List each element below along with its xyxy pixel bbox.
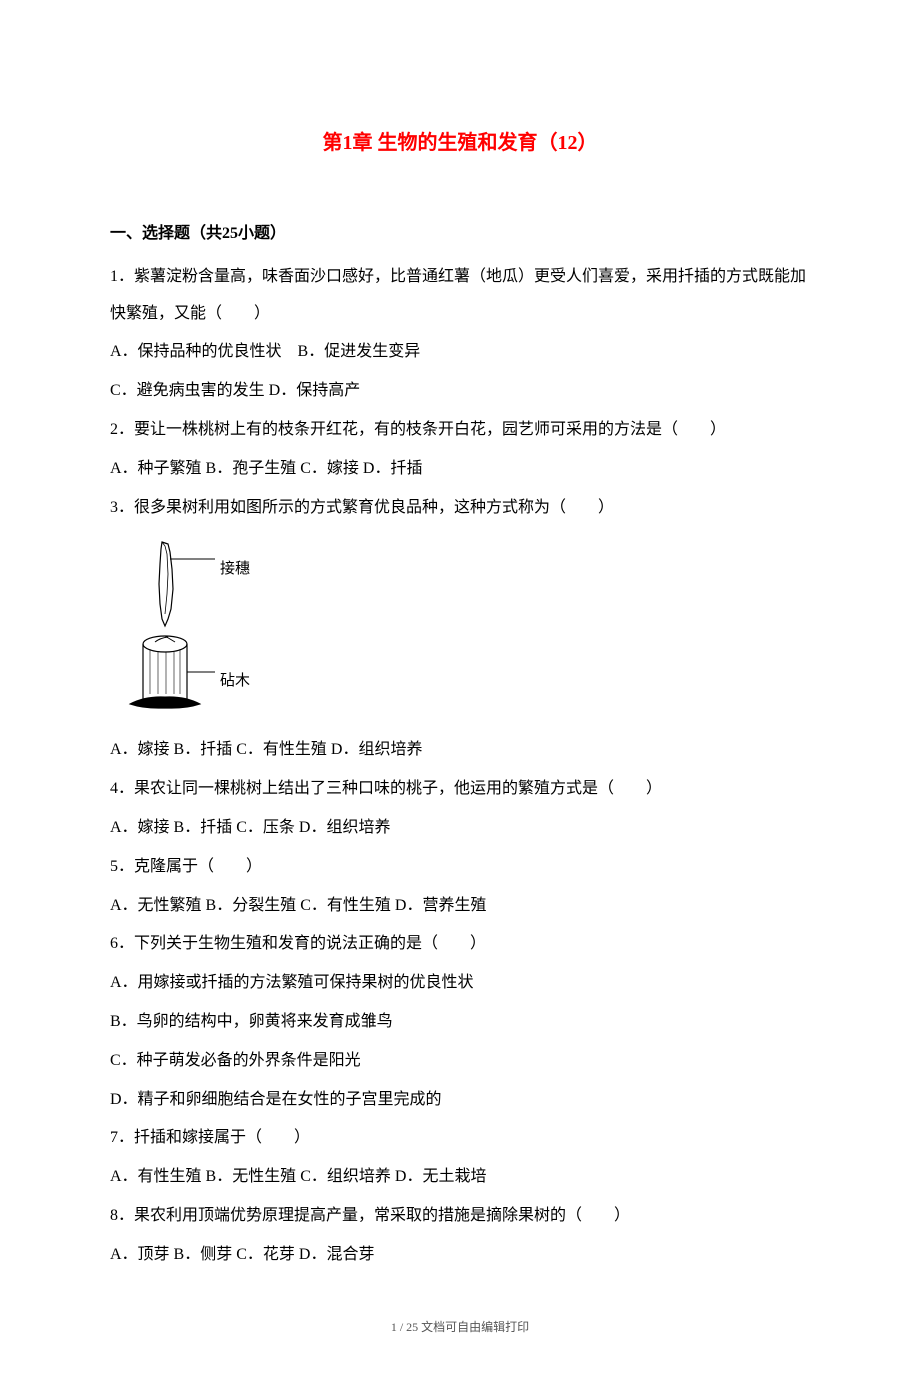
- question-text: 3．很多果树利用如图所示的方式繁育优良品种，这种方式称为（ ）: [110, 490, 810, 527]
- option-line: C．避免病虫害的发生 D．保持高产: [110, 373, 810, 410]
- chapter-title: 第1章 生物的生殖和发育（12）: [110, 120, 810, 166]
- option-line: A．保持品种的优良性状 B．促进发生变异: [110, 334, 810, 371]
- diagram-label-scion: 接穗: [220, 552, 250, 587]
- question-text: 2．要让一株桃树上有的枝条开红花，有的枝条开白花，园艺师可采用的方法是（ ）: [110, 412, 810, 449]
- section-header: 一、选择题（共25小题）: [110, 216, 810, 253]
- grafting-diagram: 接穗 砧木: [120, 534, 280, 724]
- option-line: B．鸟卵的结构中，卵黄将来发育成雏鸟: [110, 1004, 810, 1041]
- question-text: 5．克隆属于（ ）: [110, 849, 810, 886]
- option-line: A．种子繁殖 B．孢子生殖 C．嫁接 D．扦插: [110, 451, 810, 488]
- option-line: A．嫁接 B．扦插 C．压条 D．组织培养: [110, 810, 810, 847]
- option-line: A．嫁接 B．扦插 C．有性生殖 D．组织培养: [110, 732, 810, 769]
- question-text: 4．果农让同一棵桃树上结出了三种口味的桃子，他运用的繁殖方式是（ ）: [110, 771, 810, 808]
- question-text: 1．紫薯淀粉含量高，味香面沙口感好，比普通红薯（地瓜）更受人们喜爱，采用扦插的方…: [110, 259, 810, 333]
- questions-container: 1．紫薯淀粉含量高，味香面沙口感好，比普通红薯（地瓜）更受人们喜爱，采用扦插的方…: [110, 259, 810, 1274]
- grafting-svg: [120, 534, 280, 724]
- page-footer: 1 / 25 文档可自由编辑打印: [110, 1314, 810, 1342]
- option-line: A．无性繁殖 B．分裂生殖 C．有性生殖 D．营养生殖: [110, 888, 810, 925]
- question-text: 7．扦插和嫁接属于（ ）: [110, 1120, 810, 1157]
- option-line: C．种子萌发必备的外界条件是阳光: [110, 1043, 810, 1080]
- option-line: A．用嫁接或扦插的方法繁殖可保持果树的优良性状: [110, 965, 810, 1002]
- diagram-label-stock: 砧木: [220, 664, 250, 699]
- question-text: 8．果农利用顶端优势原理提高产量，常采取的措施是摘除果树的（ ）: [110, 1198, 810, 1235]
- question-text: 6．下列关于生物生殖和发育的说法正确的是（ ）: [110, 926, 810, 963]
- option-line: A．有性生殖 B．无性生殖 C．组织培养 D．无土栽培: [110, 1159, 810, 1196]
- option-line: A．顶芽 B．侧芽 C．花芽 D．混合芽: [110, 1237, 810, 1274]
- option-line: D．精子和卵细胞结合是在女性的子宫里完成的: [110, 1082, 810, 1119]
